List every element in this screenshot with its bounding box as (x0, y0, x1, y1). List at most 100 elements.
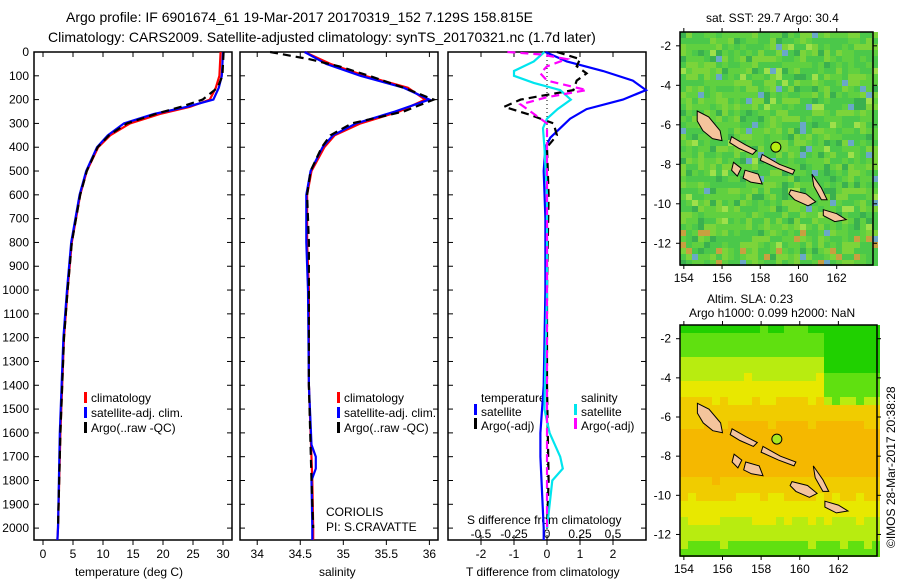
grid-cell (752, 248, 758, 254)
grid-cell (686, 158, 692, 164)
grid-cell (680, 493, 688, 501)
grid-cell (848, 541, 856, 549)
grid-cell (808, 325, 816, 333)
grid-cell (848, 429, 856, 437)
grid-cell (680, 477, 688, 485)
grid-cell (856, 525, 864, 533)
grid-cell (776, 224, 782, 230)
grid-cell (808, 341, 816, 349)
grid-cell (704, 485, 712, 493)
grid-cell (720, 477, 728, 485)
lon-tick-label: 162 (827, 271, 847, 285)
grid-cell (752, 525, 760, 533)
figure-title-line1: Argo profile: IF 6901674_61 19-Mar-2017 … (66, 9, 533, 25)
grid-cell (788, 50, 794, 56)
sst-grid (680, 32, 878, 266)
grid-cell (812, 80, 818, 86)
grid-cell (866, 140, 872, 146)
grid-cell (704, 206, 710, 212)
grid-cell (840, 533, 848, 541)
grid-cell (832, 333, 840, 341)
grid-cell (692, 98, 698, 104)
grid-cell (800, 248, 806, 254)
grid-cell (854, 248, 860, 254)
grid-cell (782, 74, 788, 80)
grid-cell (776, 170, 782, 176)
grid-cell (712, 357, 720, 365)
grid-cell (680, 212, 686, 218)
grid-cell (746, 98, 752, 104)
grid-cell (800, 86, 806, 92)
grid-cell (698, 242, 704, 248)
grid-cell (840, 381, 848, 389)
grid-cell (864, 461, 872, 469)
grid-cell (782, 38, 788, 44)
grid-cell (680, 38, 686, 44)
grid-cell (812, 206, 818, 212)
grid-cell (836, 200, 842, 206)
grid-cell (704, 469, 712, 477)
grid-cell (710, 104, 716, 110)
grid-cell (840, 357, 848, 365)
grid-cell (848, 413, 856, 421)
grid-cell (764, 140, 770, 146)
grid-cell (722, 38, 728, 44)
grid-cell (688, 477, 696, 485)
grid-cell (686, 254, 692, 260)
grid-cell (854, 68, 860, 74)
grid-cell (704, 50, 710, 56)
grid-cell (812, 68, 818, 74)
grid-cell (704, 437, 712, 445)
grid-cell (866, 56, 872, 62)
grid-cell (792, 413, 800, 421)
grid-cell (824, 56, 830, 62)
grid-cell (696, 453, 704, 461)
grid-cell (848, 212, 854, 218)
grid-cell (764, 62, 770, 68)
island-outline (743, 461, 764, 477)
grid-cell (872, 381, 880, 389)
grid-cell (860, 152, 866, 158)
grid-cell (680, 158, 686, 164)
grid-cell (722, 146, 728, 152)
lon-tick-label: 156 (712, 271, 732, 285)
grid-cell (728, 437, 736, 445)
grid-cell (720, 429, 728, 437)
grid-cell (696, 333, 704, 341)
depth-tick-label: 500 (9, 164, 29, 178)
grid-cell (794, 242, 800, 248)
grid-cell (840, 373, 848, 381)
salinity-panel: salinity climatology satellite-adj. clim… (239, 50, 439, 579)
grid-cell (832, 397, 840, 405)
grid-cell (752, 68, 758, 74)
lat-tick-label: -10 (654, 488, 672, 502)
grid-cell (716, 152, 722, 158)
lon-tick-label: 160 (790, 562, 810, 576)
grid-cell (800, 453, 808, 461)
grid-cell (696, 501, 704, 509)
grid-cell (752, 517, 760, 525)
grid-cell (860, 206, 866, 212)
grid-cell (768, 389, 776, 397)
grid-cell (710, 56, 716, 62)
grid-cell (808, 549, 816, 557)
x-tick-label: 0 (544, 547, 551, 561)
grid-cell (854, 194, 860, 200)
grid-cell (842, 38, 848, 44)
grid-cell (860, 134, 866, 140)
x-tick-label: 34 (251, 547, 265, 561)
depth-tick-label: 1400 (2, 378, 29, 392)
grid-cell (758, 212, 764, 218)
grid-cell (856, 373, 864, 381)
grid-cell (854, 170, 860, 176)
grid-cell (824, 134, 830, 140)
x-tick-label: 1 (577, 547, 584, 561)
grid-cell (696, 373, 704, 381)
grid-cell (806, 212, 812, 218)
grid-cell (746, 140, 752, 146)
grid-cell (712, 461, 720, 469)
grid-cell (680, 461, 688, 469)
grid-cell (736, 517, 744, 525)
grid-cell (864, 325, 872, 333)
grid-cell (692, 164, 698, 170)
